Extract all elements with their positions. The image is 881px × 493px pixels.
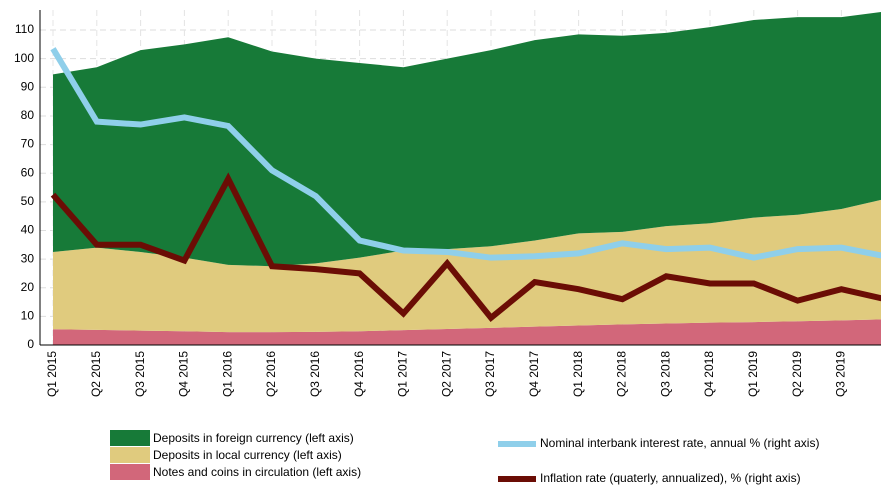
x-tick-label: Q1 2016 xyxy=(220,351,234,397)
x-tick-label: Q2 2016 xyxy=(264,351,278,397)
y-tick-label: 100 xyxy=(14,51,34,65)
line xyxy=(50,47,881,261)
x-tick-label: Q3 2018 xyxy=(658,351,672,397)
x-tick-label: Q3 2017 xyxy=(483,351,497,397)
labels: 0 10 20 30 40 50 60 70 80 90 100 110 Q1 2015 Q2 2015 Q… xyxy=(14,10,881,485)
x-tick-label: Q2 2017 xyxy=(439,351,453,397)
y-tick-label: 10 xyxy=(21,309,35,323)
area xyxy=(53,319,881,345)
legend-swatch xyxy=(110,464,150,480)
x-tick-label: Q2 2018 xyxy=(615,351,629,397)
x-tick-label: Q1 2015 xyxy=(45,351,59,397)
legend-swatch xyxy=(110,447,150,463)
y-tick-label: 40 xyxy=(21,223,35,237)
legend-label: Deposits in foreign currency (left axis) xyxy=(153,431,354,445)
y-tick-label: 50 xyxy=(21,194,35,208)
area xyxy=(53,199,881,333)
x-tick-label: Q2 2019 xyxy=(790,351,804,397)
legend-label: Nominal interbank interest rate, annual … xyxy=(540,436,819,450)
y-tick-label: 80 xyxy=(21,108,35,122)
y-tick-label: 30 xyxy=(21,251,35,265)
x-tick-label: Q4 2016 xyxy=(352,351,366,397)
legend-label: Deposits in local currency (left axis) xyxy=(153,448,342,462)
area xyxy=(53,11,881,267)
x-tick-label: Q2 2015 xyxy=(89,351,103,397)
x-tick-label: Q1 2018 xyxy=(571,351,585,397)
x-tick-label: Q1 2017 xyxy=(396,351,410,397)
x-tick-label: Q4 2018 xyxy=(702,351,716,397)
y-tick-label: 70 xyxy=(21,137,35,151)
y-tick-label: 60 xyxy=(21,165,35,179)
y-tick-label: 110 xyxy=(15,22,34,36)
x-tick-label: Q3 2015 xyxy=(133,351,147,397)
y-tick-label: 0 xyxy=(27,337,34,351)
y-tick-label: 20 xyxy=(21,280,35,294)
x-tick-label: Q3 2019 xyxy=(834,351,848,397)
line xyxy=(50,172,881,323)
legend-label: Inflation rate (quaterly, annualized), %… xyxy=(540,471,801,485)
legend-label: Notes and coins in circulation (left axi… xyxy=(153,465,361,479)
x-tick-label: Q3 2016 xyxy=(308,351,322,397)
y-tick-label: 90 xyxy=(21,79,35,93)
x-tick-label: Q4 2015 xyxy=(177,351,191,397)
plot-area xyxy=(50,11,881,345)
x-tick-label: Q1 2019 xyxy=(746,351,760,397)
legend-swatch xyxy=(110,430,150,446)
x-tick-label: Q4 2017 xyxy=(527,351,541,397)
